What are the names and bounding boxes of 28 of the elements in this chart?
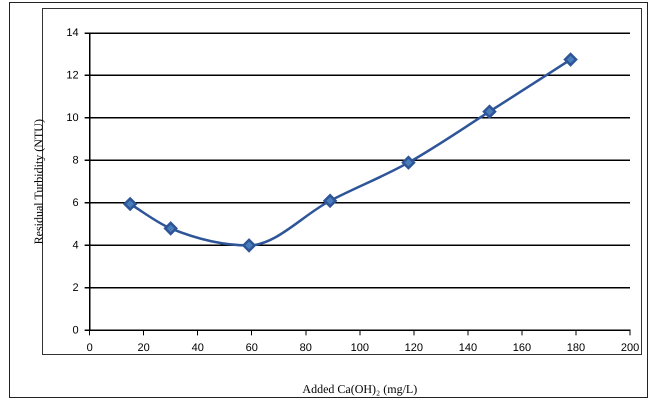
x-tick-label: 100	[350, 342, 369, 354]
y-tick-label: 4	[72, 239, 79, 252]
x-tick-label: 200	[620, 342, 640, 354]
x-tick-label: 60	[246, 342, 258, 354]
x-tick-label: 40	[192, 342, 204, 354]
x-tick-label: 140	[458, 342, 478, 354]
y-tick-label: 14	[66, 27, 79, 40]
point	[123, 197, 137, 211]
point	[482, 104, 496, 118]
y-tick-label: 10	[66, 112, 79, 124]
y-tick-label: 8	[72, 154, 79, 166]
point	[564, 52, 578, 66]
point	[323, 194, 337, 208]
y-tick-label: 2	[72, 282, 79, 294]
x-tick-label: 80	[300, 342, 312, 354]
y-axis-title: Residual Turbidity (NTU)	[31, 119, 46, 244]
x-axis-title: Added Ca(OH)₂ (mg/L)	[302, 382, 418, 396]
y-tick-label: 12	[66, 70, 79, 82]
x-tick-label: 0	[86, 342, 93, 354]
y-tick-label: 6	[72, 196, 79, 209]
point	[402, 156, 416, 170]
point	[164, 222, 178, 236]
x-tick-label: 20	[138, 342, 150, 354]
point	[242, 238, 256, 252]
y-tick-label: 0	[72, 324, 79, 336]
x-tick-label: 160	[512, 342, 532, 354]
x-tick-label: 180	[566, 342, 586, 354]
x-tick-label: 120	[404, 342, 424, 354]
